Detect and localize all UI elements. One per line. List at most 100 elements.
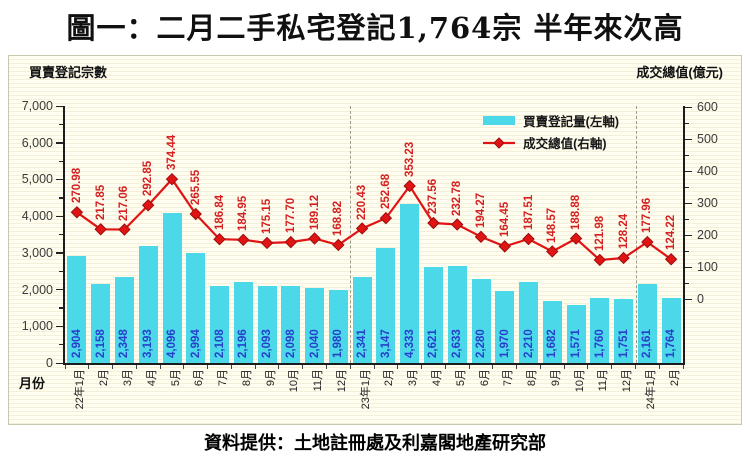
line-marker — [593, 253, 607, 267]
x-axis-tick — [492, 365, 494, 369]
line-marker — [403, 179, 416, 193]
x-axis-category-label: 2月 — [383, 369, 396, 387]
transaction-value-line-layer — [70, 172, 678, 267]
bar — [305, 288, 325, 363]
x-axis-tick — [302, 365, 304, 369]
line-marker — [427, 216, 440, 230]
x-axis-tick — [397, 365, 399, 369]
x-axis-category-label: 24年1月 — [644, 369, 657, 410]
bar — [614, 298, 634, 363]
x-axis-category-label: 2月 — [98, 369, 111, 387]
line-marker — [165, 172, 179, 186]
right-axis-tick — [685, 282, 689, 284]
x-axis-category-label: 2月 — [668, 369, 681, 387]
year-separator — [635, 106, 637, 363]
x-axis-category-label: 23年1月 — [359, 369, 372, 410]
right-axis-tick-label: 500 — [697, 132, 718, 146]
line-marker — [522, 232, 535, 246]
line-marker — [118, 223, 131, 236]
x-axis-tick — [516, 365, 518, 369]
right-axis-tick — [685, 218, 689, 220]
left-axis-tick-label: 2,000 — [21, 282, 53, 297]
line-value-label: 184.95 — [237, 195, 250, 231]
bar — [566, 305, 586, 363]
line-value-label: 252.68 — [379, 173, 392, 210]
line-marker — [308, 232, 321, 245]
x-axis-tick — [468, 365, 470, 369]
bar — [495, 290, 515, 363]
x-axis-tick — [421, 365, 422, 369]
x-axis-category-label: 7月 — [217, 369, 229, 387]
x-axis-category-label: 10月 — [573, 369, 586, 393]
line-marker — [474, 230, 488, 244]
right-axis-title: 成交總值(億元) — [636, 65, 723, 80]
left-axis-tick — [56, 215, 63, 217]
left-axis-tick-label: 0 — [46, 356, 53, 370]
x-axis-tick — [611, 365, 613, 369]
bar-series-swatch-icon — [483, 116, 516, 125]
line-marker — [141, 199, 155, 212]
line-value-label: 148.57 — [546, 207, 559, 243]
bar — [138, 245, 158, 363]
legend-item-bar: 買賣登記量(左軸) — [483, 111, 619, 130]
x-axis-category-label: 22年1月 — [74, 369, 87, 410]
line-marker — [213, 233, 226, 246]
bar — [233, 282, 253, 363]
x-axis-category-label: 3月 — [407, 369, 420, 387]
line-value-label: 374.44 — [166, 135, 178, 171]
bar — [257, 286, 277, 363]
x-axis-category-label: 9月 — [264, 369, 277, 387]
x-axis-tick — [539, 365, 541, 369]
line-value-label: 186.84 — [213, 195, 226, 231]
line-value-label: 124.22 — [665, 215, 678, 251]
bar — [400, 203, 420, 363]
bar — [376, 247, 396, 363]
x-axis-category-label: 5月 — [454, 369, 467, 387]
x-axis-category-label: 6月 — [478, 369, 491, 387]
x-axis-tick — [635, 365, 636, 369]
line-value-label: 220.43 — [356, 184, 369, 220]
bar — [352, 277, 372, 363]
line-marker — [284, 235, 298, 249]
right-axis-tick-label: 400 — [697, 164, 718, 178]
x-axis-tick — [88, 365, 90, 369]
bar — [661, 298, 681, 363]
right-axis-tick — [685, 170, 692, 172]
x-axis-category-label: 3月 — [121, 369, 134, 387]
left-axis-tick-label: 5,000 — [21, 172, 53, 187]
right-axis-tick-label: 600 — [697, 100, 718, 114]
x-axis-category-label: 10月 — [288, 369, 301, 393]
line-value-label: 270.98 — [70, 168, 83, 204]
bar — [91, 283, 111, 363]
x-axis-tick — [254, 365, 256, 369]
x-axis-title: 月份 — [19, 376, 46, 391]
left-axis-tick-label: 4,000 — [21, 209, 53, 224]
bar — [471, 279, 491, 363]
bar — [519, 281, 538, 363]
right-axis-tick — [685, 122, 689, 124]
right-axis-tick-label: 200 — [697, 228, 718, 242]
line-marker — [569, 232, 583, 245]
line-value-label: 164.45 — [498, 202, 511, 238]
plot-area: 買賣登記量(左軸) 成交總值(右軸) 2,904 2,158 2,348 3,193 4… — [22, 99, 718, 409]
line-marker — [546, 245, 559, 258]
bar — [590, 298, 610, 363]
line-value-label: 128.24 — [617, 213, 630, 249]
bar — [447, 266, 467, 363]
line-value-label: 177.96 — [641, 197, 654, 234]
line-marker — [379, 211, 393, 225]
bar — [186, 253, 206, 363]
x-axis-tick — [183, 365, 185, 369]
x-axis-tick — [112, 365, 113, 369]
x-axis-tick — [587, 365, 589, 369]
chart-panel: 買賣登記宗數 成交總值(億元) 買賣登記量(左軸) 成交總值(右軸) 2,904… — [8, 55, 742, 425]
x-axis-tick — [563, 365, 565, 369]
line-value-label: 265.55 — [189, 169, 202, 205]
x-axis-tick — [349, 365, 351, 369]
bar — [637, 283, 657, 363]
line-value-label: 217.06 — [118, 185, 131, 221]
line-value-label: 194.27 — [475, 192, 487, 228]
year-separator — [350, 106, 352, 363]
line-value-label: 292.85 — [142, 161, 155, 197]
x-axis-tick — [64, 365, 66, 369]
